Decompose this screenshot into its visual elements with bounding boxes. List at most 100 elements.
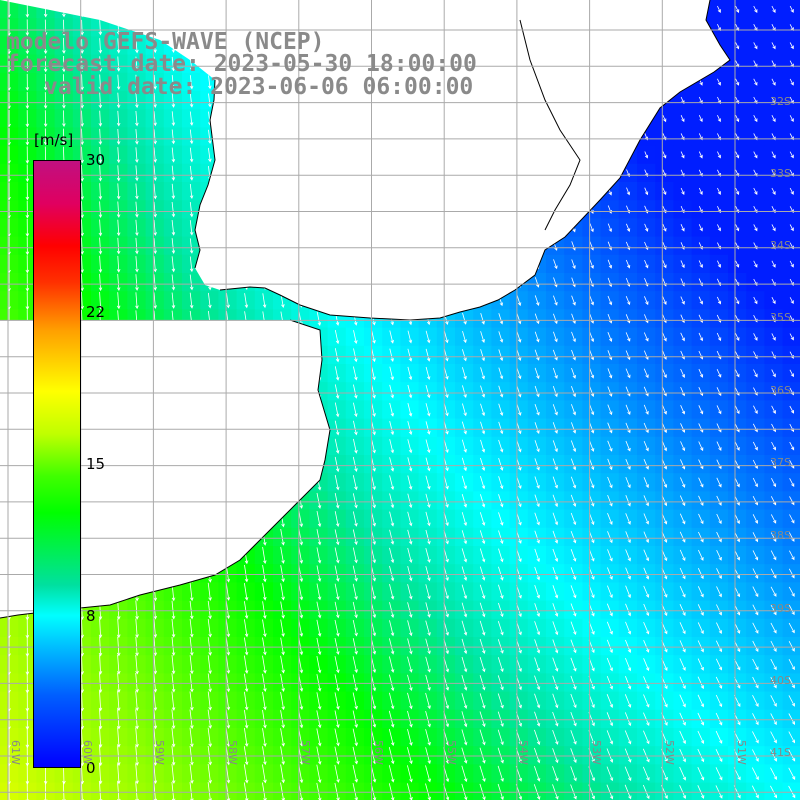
wind-arrow xyxy=(625,657,632,672)
wind-arrow xyxy=(752,459,758,469)
wind-arrow xyxy=(534,765,541,782)
wind-arrow xyxy=(679,604,686,616)
lon-label: 59W xyxy=(153,740,166,765)
wind-arrow xyxy=(80,672,85,694)
wind-arrow xyxy=(280,728,285,747)
wind-arrow xyxy=(788,731,795,744)
wind-arrow xyxy=(353,402,358,418)
wind-arrow xyxy=(735,296,740,305)
wind-arrow xyxy=(570,458,577,471)
wind-arrow xyxy=(98,618,103,639)
wind-arrow xyxy=(788,695,795,707)
wind-arrow xyxy=(425,439,431,454)
wind-arrow xyxy=(642,784,650,800)
wind-arrow xyxy=(280,746,285,766)
wind-arrow xyxy=(116,255,121,273)
wind-arrow xyxy=(789,260,794,268)
wind-arrow xyxy=(571,313,576,324)
wind-arrow xyxy=(715,676,723,689)
wind-arrow xyxy=(171,763,176,784)
wind-cell xyxy=(782,709,800,729)
wind-arrow xyxy=(644,187,649,196)
wind-arrow xyxy=(98,237,103,255)
wind-arrow xyxy=(389,475,395,491)
wind-cell xyxy=(782,491,800,511)
wind-arrow xyxy=(334,384,340,400)
wind-arrow xyxy=(479,675,486,691)
wind-arrow xyxy=(662,404,667,415)
wind-arrow xyxy=(625,386,631,397)
wind-arrow xyxy=(280,655,285,674)
wind-arrow xyxy=(552,512,559,526)
wind-arrow xyxy=(62,92,66,109)
wind-arrow xyxy=(371,420,376,436)
wind-arrow xyxy=(479,512,486,526)
wind-arrow xyxy=(570,530,577,544)
wind-arrow xyxy=(734,477,740,488)
wind-arrow xyxy=(353,420,358,436)
wind-arrow xyxy=(552,675,559,691)
wind-arrow xyxy=(353,348,358,363)
wind-arrow xyxy=(716,622,722,634)
wind-cell xyxy=(782,18,800,37)
wind-arrow xyxy=(606,657,613,672)
wind-arrow xyxy=(388,783,395,800)
lat-label: 39S xyxy=(770,602,791,615)
wind-arrow xyxy=(771,187,776,195)
wind-arrow xyxy=(753,78,758,86)
wind-arrow xyxy=(717,115,721,123)
wind-arrow xyxy=(389,584,395,600)
wind-arrow xyxy=(443,367,449,380)
wind-arrow xyxy=(225,764,231,784)
wind-cell xyxy=(782,436,800,456)
colorbar-tick: 15 xyxy=(86,455,106,473)
wind-arrow xyxy=(135,274,139,291)
wind-arrow xyxy=(425,421,431,435)
wind-arrow xyxy=(552,748,559,764)
wind-arrow xyxy=(171,147,176,163)
wind-arrow xyxy=(262,710,267,729)
wind-arrow xyxy=(625,531,631,544)
wind-arrow xyxy=(352,583,358,601)
wind-arrow xyxy=(497,639,504,654)
wind-arrow xyxy=(98,165,103,182)
wind-arrow xyxy=(262,546,267,565)
wind-arrow xyxy=(534,295,540,306)
wind-cell xyxy=(782,163,800,183)
wind-arrow xyxy=(552,422,558,434)
wind-arrow xyxy=(624,712,632,727)
lon-label: 56W xyxy=(372,740,385,765)
wind-arrow xyxy=(643,694,650,708)
wind-arrow xyxy=(644,223,649,232)
wind-arrow xyxy=(680,332,685,342)
wind-arrow xyxy=(280,764,285,784)
wind-arrow xyxy=(643,531,649,543)
wind-arrow xyxy=(171,111,176,127)
wind-cell xyxy=(782,91,800,110)
wind-arrow xyxy=(225,619,231,638)
wind-arrow xyxy=(534,584,540,599)
wind-arrow xyxy=(534,494,540,508)
wind-arrow xyxy=(752,749,759,762)
wind-arrow xyxy=(642,748,650,763)
wind-arrow xyxy=(461,747,468,764)
wind-arrow xyxy=(116,636,121,657)
wind-arrow xyxy=(189,93,194,108)
wind-arrow xyxy=(189,111,194,126)
wind-arrow xyxy=(116,273,121,292)
wind-arrow xyxy=(316,583,322,601)
wind-arrow xyxy=(389,493,395,509)
wind-arrow xyxy=(698,477,704,488)
wind-arrow xyxy=(607,549,613,562)
wind-arrow xyxy=(644,259,649,269)
wind-arrow xyxy=(607,332,613,342)
wind-arrow xyxy=(171,292,176,309)
wind-arrow xyxy=(498,530,504,545)
wind-arrow xyxy=(135,147,139,163)
wind-arrow xyxy=(135,654,139,675)
wind-arrow xyxy=(116,219,121,237)
wind-arrow xyxy=(534,422,540,434)
lon-label: 57W xyxy=(299,740,312,765)
wind-arrow xyxy=(570,711,577,727)
wind-arrow xyxy=(752,731,759,744)
